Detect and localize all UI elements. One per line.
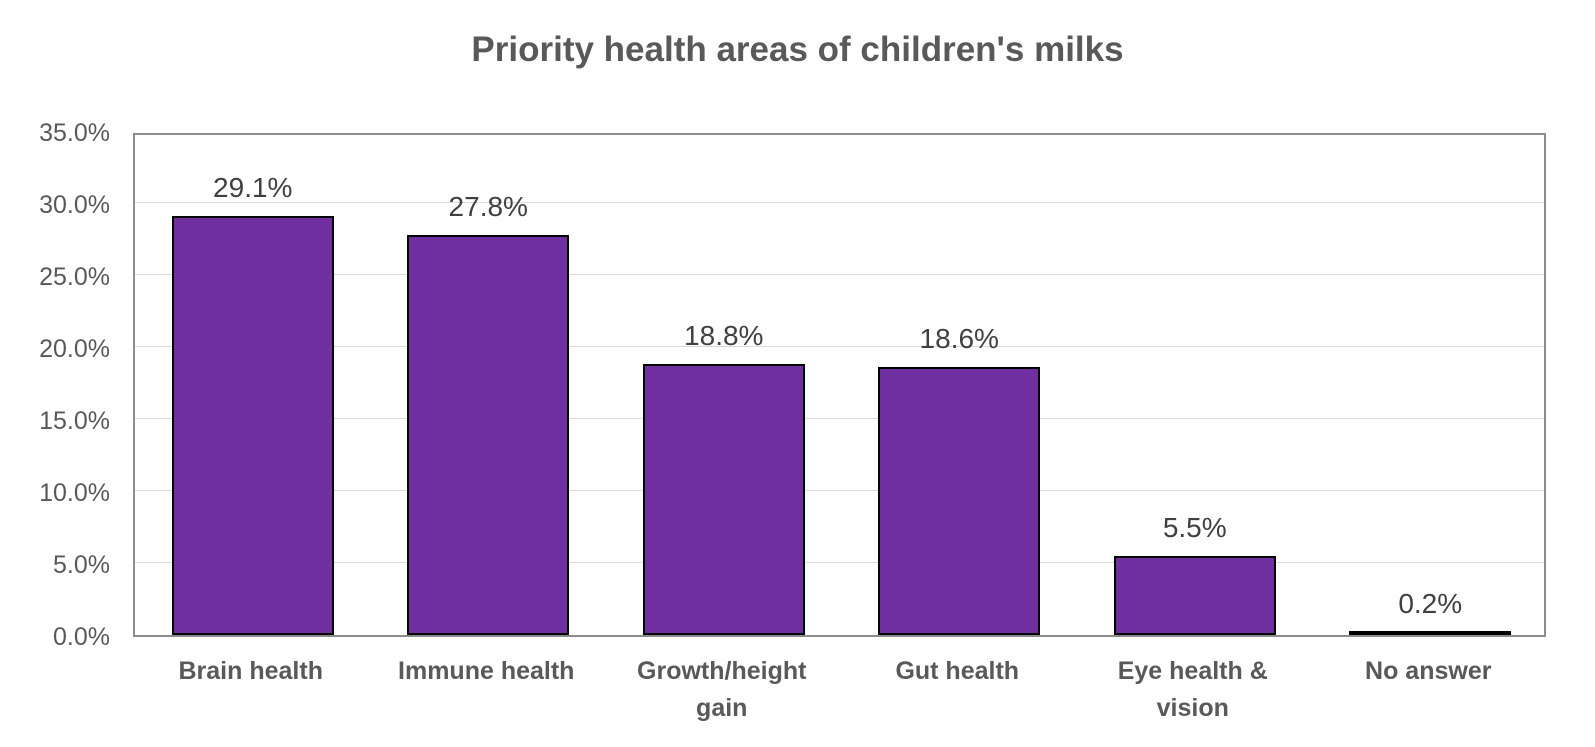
gridline (135, 490, 1544, 491)
bar-eye-health-vision (1113, 555, 1276, 635)
bar-growth-height-gain (642, 364, 805, 635)
data-label: 29.1% (213, 171, 293, 203)
data-label: 5.5% (1162, 511, 1227, 543)
y-tick-label: 5.0% (53, 551, 110, 579)
y-tick-label: 0.0% (53, 623, 110, 651)
bar-gut-health (878, 367, 1041, 635)
x-category-label: Eye health & vision (1117, 657, 1268, 722)
gridline (135, 346, 1544, 347)
x-category-label: Immune health (398, 657, 575, 685)
y-tick-label: 20.0% (39, 335, 110, 363)
data-label: 27.8% (448, 190, 528, 222)
plot-area: 29.1% 27.8% 18.8% 18.6% 5.5% 0.2% (133, 133, 1546, 637)
bar-brain-health (171, 215, 334, 635)
x-category-label: No answer (1365, 657, 1492, 685)
gridline (135, 562, 1544, 563)
gridline (135, 202, 1544, 203)
y-tick-label: 30.0% (39, 191, 110, 219)
x-category-label: Brain health (178, 657, 323, 685)
data-label: 18.8% (684, 320, 764, 352)
y-tick-label: 25.0% (39, 263, 110, 291)
x-category-label: Growth/height gain (637, 657, 807, 722)
bar-immune-health (407, 234, 570, 635)
x-category-label: Gut health (895, 657, 1020, 685)
y-tick-label: 15.0% (39, 407, 110, 435)
data-label: 18.6% (919, 323, 999, 355)
data-label: 0.2% (1398, 588, 1463, 619)
chart-title: Priority health areas of children's milk… (471, 30, 1124, 69)
gridline (135, 274, 1544, 275)
gridline (135, 418, 1544, 419)
y-tick-label: 35.0% (39, 119, 110, 147)
y-tick-label: 10.0% (39, 479, 110, 507)
bar-no-answer (1349, 631, 1512, 635)
